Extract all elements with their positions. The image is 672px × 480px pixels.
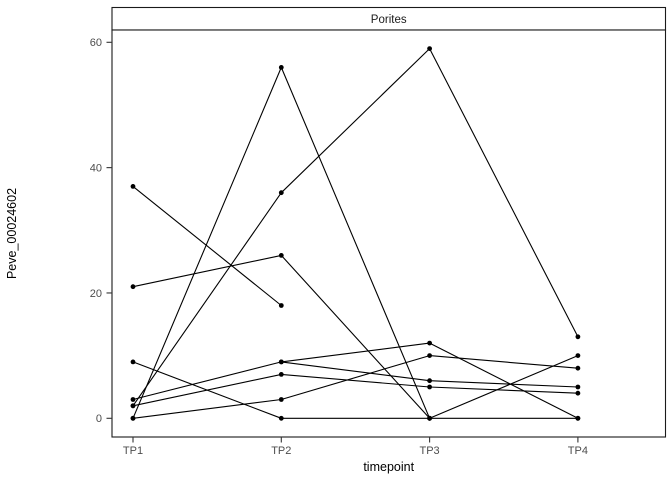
series-line-2 [132, 254, 579, 419]
series-layer [130, 46, 581, 421]
data-point [427, 384, 432, 390]
y-tick-label: 60 [90, 37, 102, 49]
data-point [130, 397, 136, 402]
data-point [130, 284, 136, 290]
x-tick-label: TP2 [271, 445, 291, 457]
data-point [278, 303, 284, 308]
data-point [575, 365, 581, 371]
y-axis-ticks: 0 20 40 60 [90, 37, 112, 425]
x-tick-label: TP4 [568, 445, 588, 457]
data-point [278, 372, 284, 377]
x-tick-label: TP1 [123, 445, 143, 457]
data-point [575, 390, 581, 396]
data-point [278, 415, 284, 421]
data-point [427, 46, 432, 51]
data-point [130, 403, 136, 409]
data-point [427, 340, 432, 346]
series-line-6 [132, 342, 579, 419]
data-point [575, 334, 581, 340]
facet-strip-label: Porites [371, 14, 407, 26]
series-line-8 [132, 373, 579, 407]
y-tick-label: 0 [96, 413, 102, 425]
data-point [278, 190, 284, 196]
data-point [427, 415, 432, 421]
series-line-1 [132, 185, 282, 307]
data-point [278, 359, 284, 365]
data-point [278, 65, 284, 70]
data-point [278, 253, 284, 258]
x-tick-label: TP3 [420, 445, 440, 457]
data-point [130, 359, 136, 365]
data-point [427, 378, 432, 384]
x-axis-title: timepoint [363, 460, 414, 474]
data-point [575, 353, 581, 358]
plot-panel [111, 29, 667, 438]
data-point [427, 353, 432, 358]
y-tick-label: 40 [90, 162, 102, 174]
y-tick-label: 20 [90, 288, 102, 300]
x-axis-ticks: TP1 TP2 TP3 TP4 [123, 437, 588, 457]
data-point [130, 184, 136, 189]
data-point [575, 384, 581, 390]
data-point [278, 397, 284, 402]
data-point [130, 415, 136, 421]
data-point [575, 415, 581, 421]
series-line-9 [132, 355, 579, 419]
series-line-4 [132, 48, 579, 407]
y-axis-title: Peve_00024602 [5, 188, 19, 279]
